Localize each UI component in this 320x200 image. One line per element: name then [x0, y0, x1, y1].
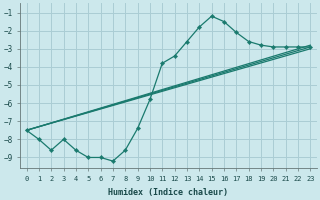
X-axis label: Humidex (Indice chaleur): Humidex (Indice chaleur)	[108, 188, 228, 197]
